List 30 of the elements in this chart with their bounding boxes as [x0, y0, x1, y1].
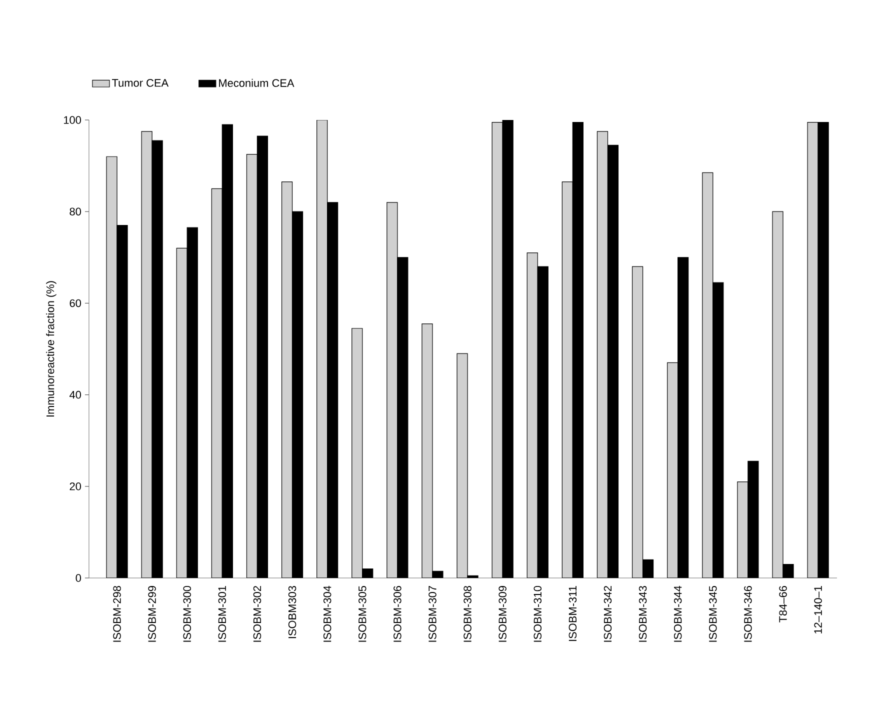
y-axis-title: Immunoreactive fraction (%): [46, 281, 56, 416]
x-tick-label: ISOBM-302: [253, 586, 262, 642]
y-tick-label: 60: [70, 299, 82, 308]
x-tick-label: ISOBM-309: [498, 586, 506, 642]
y-tick-label: 40: [70, 390, 82, 399]
legend-label: Tumor CEA: [112, 79, 169, 87]
x-tick-label: T84–66: [779, 586, 787, 622]
x-tick-label: ISOBM-304: [323, 586, 332, 642]
x-tick-label: ISOBM-342: [604, 586, 612, 642]
x-tick-label: ISOBM-305: [358, 586, 366, 642]
x-tick-label: ISOBM-298: [113, 586, 121, 642]
x-tick-label: ISOBM-306: [394, 586, 402, 642]
x-tick-label: ISOBM303: [288, 586, 296, 638]
y-tick-label: 0: [76, 574, 82, 582]
x-tick-label: ISOBM-307: [428, 586, 436, 642]
x-tick-label: ISOBM-343: [638, 586, 647, 642]
x-tick-label: ISOBM-346: [744, 586, 752, 642]
x-tick-label: 12–140–1: [814, 586, 822, 634]
y-tick-label: 80: [70, 208, 82, 216]
legend-label: Meconium CEA: [219, 78, 294, 87]
x-tick-label: ISOBM-310: [534, 586, 542, 642]
x-tick-label: ISOBM-311: [568, 586, 577, 641]
x-tick-label: ISOBM-301: [218, 586, 226, 642]
x-tick-label: ISOBM-308: [464, 586, 472, 642]
x-tick-label: ISOBM-344: [674, 586, 682, 642]
x-tick-label: ISOBM-299: [148, 586, 156, 642]
x-tick-label: ISOBM-300: [183, 586, 191, 642]
y-tick-label: 20: [70, 482, 82, 490]
x-tick-label: ISOBM-345: [709, 586, 717, 642]
y-tick-label: 100: [64, 116, 82, 124]
